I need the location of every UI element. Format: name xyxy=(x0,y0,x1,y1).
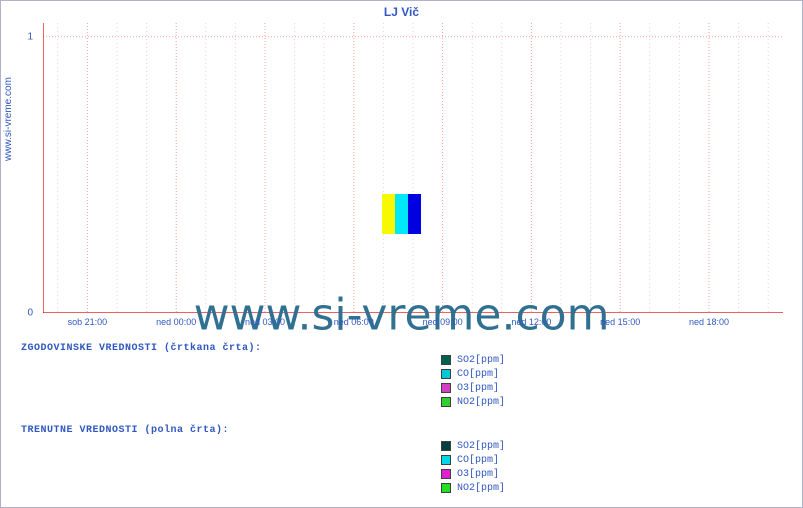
legend-item: NO2[ppm] xyxy=(441,481,505,495)
x-tick-label: ned 03:00 xyxy=(245,317,285,327)
legend-label: CO[ppm] xyxy=(457,369,499,380)
y-tick-label: 1 xyxy=(27,31,33,42)
legend-historical: SO2[ppm] CO[ppm] O3[ppm] NO2[ppm] xyxy=(441,353,505,409)
legend-item: CO[ppm] xyxy=(441,453,505,467)
x-tick-label: sob 21:00 xyxy=(68,317,108,327)
legend-label: CO[ppm] xyxy=(457,455,499,466)
legend-label: SO2[ppm] xyxy=(457,355,505,366)
legend-swatch xyxy=(441,469,451,479)
y-axis-ticks: 01 xyxy=(1,23,39,313)
x-tick-label: ned 09:00 xyxy=(423,317,463,327)
legend-swatch xyxy=(441,355,451,365)
legend-historical-title: ZGODOVINSKE VREDNOSTI (črtkana črta): xyxy=(21,343,262,354)
legend-label: O3[ppm] xyxy=(457,383,499,394)
legend-item: SO2[ppm] xyxy=(441,353,505,367)
legend-label: O3[ppm] xyxy=(457,469,499,480)
legend-swatch xyxy=(441,483,451,493)
logo-stripe-yellow xyxy=(382,194,395,234)
x-tick-label: ned 12:00 xyxy=(511,317,551,327)
legend-item: NO2[ppm] xyxy=(441,395,505,409)
logo-stripe-blue xyxy=(408,194,421,234)
legend-label: SO2[ppm] xyxy=(457,441,505,452)
x-tick-label: ned 00:00 xyxy=(156,317,196,327)
legend-swatch xyxy=(441,383,451,393)
y-tick-label: 0 xyxy=(27,308,33,319)
legend-swatch xyxy=(441,397,451,407)
x-tick-label: ned 15:00 xyxy=(600,317,640,327)
legend-item: O3[ppm] xyxy=(441,381,505,395)
chart-title: LJ Vič xyxy=(1,5,802,19)
legend-item: CO[ppm] xyxy=(441,367,505,381)
chart-frame: LJ Vič www.si-vreme.com www.si-vreme.com… xyxy=(0,0,803,508)
legend-current-title: TRENUTNE VREDNOSTI (polna črta): xyxy=(21,425,229,436)
legend-label: NO2[ppm] xyxy=(457,397,505,408)
legend-item: SO2[ppm] xyxy=(441,439,505,453)
legend-swatch xyxy=(441,369,451,379)
legend-current: SO2[ppm] CO[ppm] O3[ppm] NO2[ppm] xyxy=(441,439,505,495)
logo-stripe-cyan xyxy=(395,194,409,234)
legend-label: NO2[ppm] xyxy=(457,483,505,494)
x-axis-ticks: sob 21:00 ned 00:00 ned 03:00 ned 06:00 ned … xyxy=(43,317,783,331)
legend-swatch xyxy=(441,441,451,451)
legend-item: O3[ppm] xyxy=(441,467,505,481)
legend-swatch xyxy=(441,455,451,465)
x-tick-label: ned 18:00 xyxy=(689,317,729,327)
watermark-text: www.si-vreme.com xyxy=(194,289,610,340)
plot-area xyxy=(43,23,783,313)
x-tick-label: ned 06:00 xyxy=(334,317,374,327)
watermark-logo xyxy=(382,194,422,234)
